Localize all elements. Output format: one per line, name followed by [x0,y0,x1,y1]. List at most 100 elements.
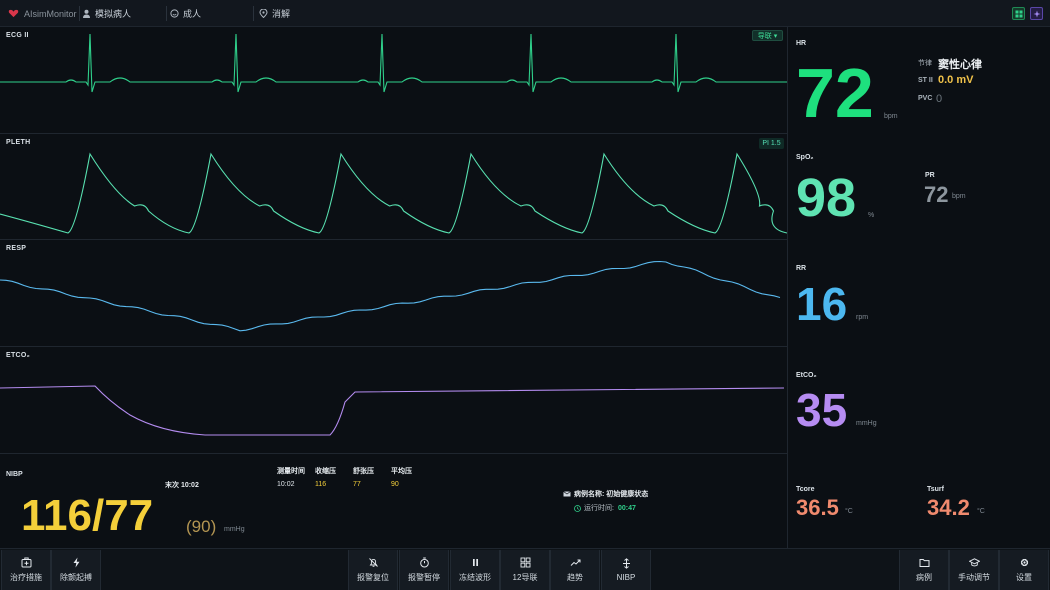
tcore-value: 36.5 [796,495,839,520]
person-icon [82,9,91,18]
nibp-mean: (90) [186,517,217,536]
rr-value: 16 [796,278,848,330]
numerics-panel: HR 72 bpm 节律 窦性心律 ST II 0.0 mV PVC 0 SpO… [787,27,1050,548]
hr-value: 72 [796,54,874,132]
location-pin-icon [259,9,268,18]
nibp-unit: mmHg [224,526,245,533]
rhythm-value: 窦性心律 [938,59,982,71]
table-header-time: 测量时间 [277,468,305,475]
freeze-wave-label: 冻结波形 [459,573,491,582]
rhythm-key: 节律 [918,60,932,67]
pleth-panel: PLETH PI 1.5 [0,134,787,240]
tcore-unit: °C [845,508,853,515]
nibp-button-label: NIBP [616,573,636,582]
alarm-reset-label: 报警复位 [357,573,389,582]
alarm-state-selector[interactable]: 消解 [259,0,339,27]
gear-icon [1020,558,1028,567]
defib-pacing-button[interactable]: 除颤起搏 [51,550,101,590]
etco2-value: 35 [796,384,848,436]
st-key: ST II [918,77,933,84]
treatment-label: 治疗措施 [10,573,42,582]
nibp-label: NIBP [6,471,23,478]
resp-waveform [0,260,781,332]
tsurf-value: 34.2 [927,495,970,520]
heart-logo-icon [8,9,19,18]
runtime-value: 00:47 [617,504,636,512]
clock-icon [574,504,581,512]
folder-icon [919,559,929,567]
etco2-waveform [0,385,785,436]
mail-icon [563,491,571,497]
table-cell-systolic: 116 [315,481,327,488]
case-button[interactable]: 病例 [899,550,949,590]
settings-label: 设置 [1016,573,1032,582]
alarm-pause-button[interactable]: 报警暂停 [399,550,449,590]
runtime-label: 运行时间: [584,505,614,512]
pressure-icon [622,558,630,569]
case-name: 病例名称: 初始健康状态 [563,489,648,499]
patient-category: 成人 [183,9,202,19]
runtime: 运行时间: 00:47 [574,503,636,513]
twelve-lead-button[interactable]: 12导联 [500,550,550,590]
pr-value: 72 [924,182,949,207]
rr-label: RR [796,265,807,272]
trend-label: 趋势 [567,573,583,582]
spo2-label: SpO₂ [796,154,814,161]
table-cell-time: 10:02 [277,481,295,488]
perfusion-index-badge: PI 1.5 [759,138,784,149]
hr-label: HR [796,40,807,47]
pleth-waveform [0,152,787,234]
pleth-label: PLETH [6,139,31,146]
treatment-button[interactable]: 治疗措施 [1,550,51,590]
cap-icon [968,558,980,567]
alarm-state: 消解 [272,9,291,19]
etco2-label: ETCO₂ [6,352,31,359]
app-title: AIsimMonitor [8,0,80,27]
etco2-unit: mmHg [856,420,877,427]
rr-unit: rpm [856,314,869,321]
ai-assist-button[interactable] [1030,7,1043,20]
alarm-reset-button[interactable]: 报警复位 [348,550,398,590]
bottom-toolbar: 治疗措施 除颤起搏 报警复位 报警暂停 冻结波形 12导联 趋势 NIBP 病例… [0,548,1050,590]
pvc-value: 0 [936,93,943,105]
waveform-area: ECG II 导联 ▾ PLETH PI 1.5 RESP ETCO₂ [0,27,787,453]
resp-label: RESP [6,245,27,252]
first-aid-icon [21,557,31,568]
ecg-waveform [0,33,787,93]
fullscreen-button[interactable] [1012,7,1025,20]
manual-adjust-label: 手动调节 [958,573,990,582]
manual-adjust-button[interactable]: 手动调节 [949,550,999,590]
settings-button[interactable]: 设置 [999,550,1049,590]
freeze-wave-button[interactable]: 冻结波形 [450,550,500,590]
tsurf-unit: °C [977,508,985,515]
pr-label: PR [925,172,935,179]
nibp-panel: NIBP 末次 10:02 116/77 (90) mmHg 测量时间 收缩压 … [0,453,787,548]
etco2-num-label: EtCO₂ [796,372,817,379]
table-cell-mean: 90 [391,481,399,488]
pr-unit: bpm [952,193,966,200]
grid-icon [520,557,530,568]
pvc-key: PVC [918,95,933,102]
etco2-panel: ETCO₂ [0,347,787,453]
smile-icon [170,9,179,18]
lead-select-button[interactable]: 导联 ▾ [752,30,783,41]
pause-icon [472,559,478,566]
app-name: AIsimMonitor [24,8,77,19]
trend-icon [570,559,580,566]
twelve-lead-label: 12导联 [512,573,538,582]
patient-selector[interactable]: 模拟病人 [82,0,167,27]
grid-icon [1015,10,1022,17]
timer-icon [419,557,429,568]
defib-pacing-label: 除颤起搏 [60,573,92,582]
nibp-button[interactable]: NIBP [601,550,651,590]
trend-button[interactable]: 趋势 [550,550,600,590]
resp-panel: RESP [0,240,787,347]
patient-category-selector[interactable]: 成人 [170,0,254,27]
case-name-text: 病例名称: 初始健康状态 [574,491,649,498]
spo2-unit: % [868,212,875,219]
nibp-last-time: 末次 10:02 [165,482,199,489]
table-cell-diastolic: 77 [353,481,361,488]
lightning-icon [73,557,79,568]
st-value: 0.0 mV [938,74,974,86]
tcore-label: Tcore [796,486,815,493]
